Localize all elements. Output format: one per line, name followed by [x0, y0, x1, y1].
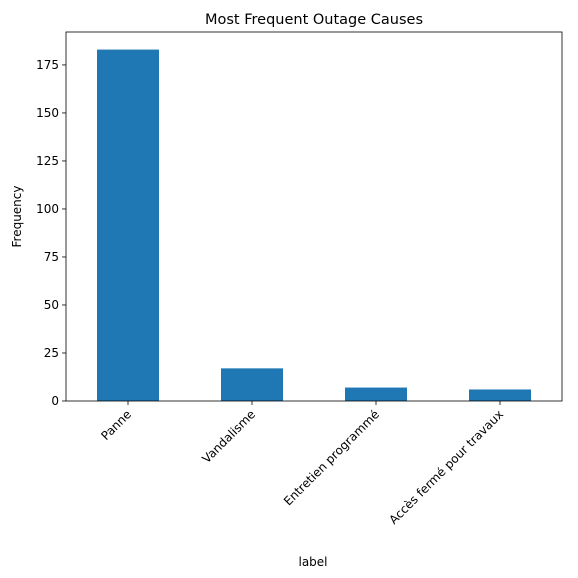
x-tick-label: Entretien programmé — [281, 407, 382, 508]
plot-frame — [65, 31, 563, 402]
bar-2 — [221, 368, 283, 401]
bar-3 — [345, 387, 407, 401]
x-tick-label: Vandalisme — [199, 407, 258, 466]
x-tick-label: Accès fermé pour travaux — [386, 407, 506, 527]
y-tick-label: 75 — [44, 250, 59, 264]
y-tick-label: 125 — [36, 154, 59, 168]
chart-title: Most Frequent Outage Causes — [205, 12, 423, 28]
y-tick-label: 50 — [44, 298, 59, 312]
y-tick-label: 150 — [36, 106, 59, 120]
bar-4 — [469, 389, 531, 401]
x-tick-label: Panne — [98, 407, 134, 443]
y-tick-label: 0 — [51, 394, 59, 408]
y-axis-label: Frequency — [10, 186, 24, 248]
x-axis-label: label — [298, 555, 327, 569]
y-tick-label: 25 — [44, 346, 59, 360]
y-tick-label: 175 — [36, 58, 59, 72]
y-tick-label: 100 — [36, 202, 59, 216]
bars-layer — [97, 49, 531, 401]
bar-1 — [97, 49, 159, 401]
